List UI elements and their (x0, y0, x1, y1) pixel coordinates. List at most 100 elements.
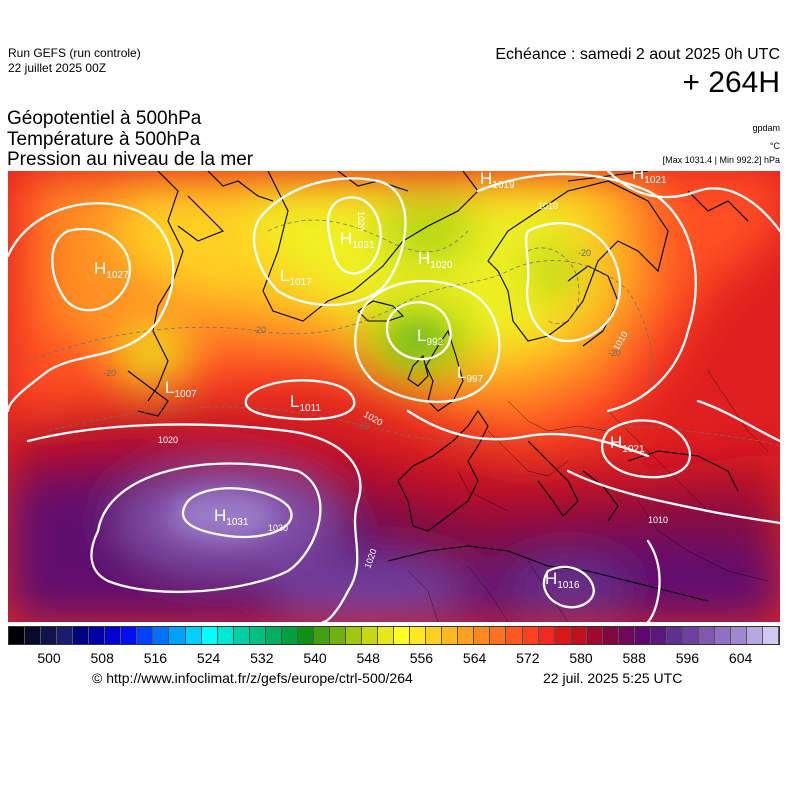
generation-timestamp: 22 juil. 2025 5:25 UTC (543, 670, 683, 686)
colorbar-swatch (634, 627, 651, 644)
isotherm-label: -20 (608, 348, 621, 358)
colorbar-swatch (201, 627, 218, 644)
isotherm-label: -20 (253, 325, 266, 335)
colorbar-swatch (89, 627, 106, 644)
colorbar-swatch (121, 627, 138, 644)
high-pressure-center: H1027 (94, 259, 129, 281)
colorbar-swatch (281, 627, 298, 644)
colorbar-swatch (490, 627, 507, 644)
isobar-label: 1030 (268, 523, 288, 533)
colorbar-swatch (538, 627, 555, 644)
colorbar-tick-label: 540 (303, 650, 327, 666)
colorbar-swatch (570, 627, 587, 644)
unit-geopotential: gpdam (752, 123, 780, 133)
colorbar-swatch (362, 627, 379, 644)
weather-map: 1020 1010 1020 1030 1020 1010 1010 1020 … (8, 171, 780, 622)
geopotential-field (8, 171, 780, 622)
colorbar-swatch (699, 627, 716, 644)
colorbar-swatch (682, 627, 700, 644)
colorbar-swatch (410, 627, 427, 644)
colorbar-tick-label: 524 (196, 650, 221, 666)
colorbar-swatch (233, 627, 250, 644)
run-title: Run GEFS (run controle) (8, 46, 141, 60)
isobar-label: 1010 (538, 201, 558, 211)
colorbar-tick-label: 516 (143, 650, 168, 666)
colorbar-swatch (618, 627, 635, 644)
colorbar-tick-label: 572 (516, 650, 540, 666)
colorbar-swatch (153, 627, 170, 644)
colorbar-swatch (265, 627, 282, 644)
param-geopotential: Géopotentiel à 500hPa (7, 108, 202, 129)
colorbar-tick-label: 588 (622, 650, 646, 666)
colorbar-swatch (426, 627, 443, 644)
isobar-label: 1020 (356, 211, 366, 231)
colorbar-tick-label: 564 (462, 650, 487, 666)
high-pressure-center: H1031 (214, 506, 249, 528)
high-pressure-center: H1016 (545, 569, 580, 591)
colorbar-swatch (474, 627, 491, 644)
param-temperature: Température à 500hPa (7, 129, 201, 150)
colorbar-swatch (458, 627, 475, 644)
borders (407, 370, 769, 622)
unit-temperature: °C (769, 141, 780, 151)
colorbar-ticks: 500 508 516 524 532 540 548 556 564 572 580 588 596 6… (8, 650, 780, 666)
low-pressure-center: L992 (417, 326, 444, 348)
isotherm-label: -20 (578, 248, 591, 258)
high-pressure-center: H1019 (480, 171, 515, 191)
low-pressure-center: L1011 (290, 392, 321, 414)
colorbar-tick-label: 532 (250, 650, 274, 666)
colorbar-swatch (329, 627, 346, 644)
colorbar-tick-label: 596 (675, 650, 700, 666)
pressure-centers: H1019 H1021 H1031 H1020 H1027 L1017 L992… (94, 171, 667, 591)
colorbar-swatch (666, 627, 683, 644)
param-pressure: Pression au niveau de la mer (7, 149, 254, 170)
colorbar-swatch (185, 627, 202, 644)
colorbar-swatch (9, 627, 26, 644)
run-date: 22 juillet 2025 00Z (8, 61, 107, 75)
colorbar-swatch (650, 627, 667, 644)
colorbar-tick-label: 508 (90, 650, 114, 666)
colorbar-swatch (313, 627, 330, 644)
temperature-isotherms (27, 219, 780, 447)
colorbar-swatch (506, 627, 523, 644)
colorbar-swatch (73, 627, 90, 644)
low-pressure-center: L1007 (165, 378, 197, 400)
colorbar-swatch (137, 627, 154, 644)
high-pressure-center: H1020 (418, 249, 453, 271)
low-pressure-center: L997 (457, 363, 484, 385)
temperature-labels: -20 -20 -20 -20 -10 (103, 248, 621, 431)
colorbar-swatch (715, 627, 732, 644)
colorbar (8, 626, 780, 645)
colorbar-swatch (249, 627, 266, 644)
colorbar-swatch (217, 627, 234, 644)
colorbar-swatch (763, 627, 780, 644)
colorbar-tick-label: 604 (728, 650, 753, 666)
colorbar-swatch (57, 627, 74, 644)
colorbar-swatch (378, 627, 395, 644)
isobar-label: 1010 (648, 515, 668, 525)
colorbar-swatch (169, 627, 186, 644)
source-url: © http://www.infoclimat.fr/z/gefs/europe… (92, 670, 413, 686)
unit-pressure-range: [Max 1031.4 | Min 992.2] hPa (662, 155, 780, 165)
high-pressure-center: H1031 (340, 229, 375, 251)
colorbar-swatch (105, 627, 122, 644)
colorbar-swatch (25, 627, 42, 644)
colorbar-swatch (747, 627, 764, 644)
high-pressure-center: H1021 (610, 433, 645, 455)
colorbar-swatch (602, 627, 619, 644)
colorbar-swatch (586, 627, 603, 644)
colorbar-tick-label: 556 (409, 650, 434, 666)
isotherm-label: -20 (103, 368, 116, 378)
colorbar-tick-label: 500 (37, 650, 61, 666)
isobar-label: 1020 (158, 435, 178, 445)
colorbar-swatch (522, 627, 539, 644)
colorbar-swatch (394, 627, 411, 644)
forecast-valid-time: Echéance : samedi 2 aout 2025 0h UTC (495, 46, 780, 63)
colorbar-swatch (442, 627, 459, 644)
isotherm-label: -10 (356, 421, 369, 431)
colorbar-swatch (297, 627, 314, 644)
low-pressure-center: L1017 (280, 266, 312, 288)
colorbar-swatch (345, 627, 363, 644)
colorbar-swatch (731, 627, 748, 644)
colorbar-tick-label: 580 (569, 650, 593, 666)
